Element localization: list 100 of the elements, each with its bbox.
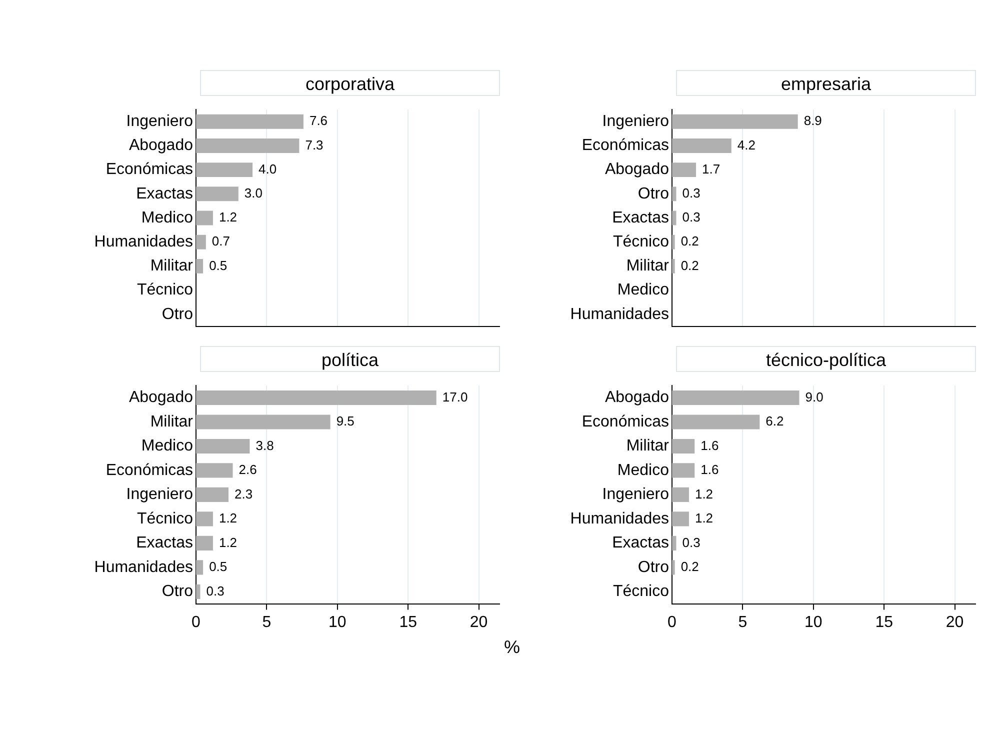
- y-tick-label: Otro: [638, 185, 670, 202]
- data-label: 2.3: [234, 486, 253, 502]
- chart-title: política: [200, 346, 500, 372]
- x-tick-label: 20: [946, 614, 964, 631]
- bar: [196, 390, 436, 405]
- data-label: 7.3: [305, 137, 324, 152]
- bar: [196, 186, 238, 202]
- data-label: 0.2: [680, 234, 699, 249]
- data-label: 8.9: [804, 113, 822, 128]
- chart-title: empresaria: [676, 70, 976, 96]
- data-label: 17.0: [442, 389, 468, 404]
- data-label: 1.7: [702, 161, 720, 176]
- y-tick-label: Abogado: [128, 137, 194, 154]
- y-tick-label: Medico: [617, 462, 670, 479]
- bar: [196, 210, 213, 226]
- data-label: 3.8: [256, 438, 274, 453]
- bar: [196, 463, 233, 478]
- bar: [196, 234, 206, 250]
- bar: [196, 560, 204, 575]
- y-tick-label: Medico: [141, 209, 194, 226]
- y-tick-label: Exactas: [136, 185, 193, 202]
- y-tick-label: Medico: [141, 438, 194, 455]
- y-tick-label: Militar: [626, 438, 670, 455]
- data-label: 1.6: [700, 438, 719, 453]
- y-tick-label: Abogado: [604, 161, 670, 178]
- bar: [672, 234, 675, 250]
- data-label: 1.6: [700, 462, 719, 478]
- y-tick-label: Militar: [626, 258, 670, 275]
- y-tick-label: Económicas: [106, 161, 193, 178]
- bar: [196, 512, 213, 526]
- data-label: 1.2: [694, 510, 714, 526]
- y-tick-label: Económicas: [106, 462, 193, 479]
- bar: [196, 438, 250, 454]
- x-tick-label: 0: [192, 614, 201, 631]
- y-tick-label: Exactas: [136, 534, 193, 552]
- data-label: 9.0: [805, 389, 824, 404]
- y-tick-label: Técnico: [136, 510, 194, 528]
- bar: [672, 438, 695, 454]
- bar: [672, 138, 732, 153]
- y-tick-label: Otro: [162, 583, 194, 600]
- bar: [672, 414, 760, 430]
- bar: [672, 114, 798, 129]
- data-label: 1.2: [218, 210, 238, 225]
- bar: [672, 487, 689, 502]
- y-tick-label: Otro: [638, 558, 670, 576]
- bar: [196, 138, 300, 153]
- data-label: 0.3: [682, 534, 700, 550]
- x-tick-label: 20: [470, 614, 488, 631]
- y-tick-label: Económicas: [582, 137, 669, 154]
- bar: [672, 512, 689, 526]
- bar: [672, 390, 800, 405]
- bar: [672, 258, 675, 274]
- data-label: 6.2: [766, 414, 784, 429]
- y-tick-label: Económicas: [582, 413, 669, 430]
- data-label: 0.7: [212, 234, 230, 249]
- x-tick-label: 5: [738, 614, 748, 631]
- y-tick-label: Exactas: [612, 209, 669, 226]
- bar: [196, 536, 213, 550]
- data-label: 0.5: [209, 258, 228, 273]
- bar: [196, 114, 304, 129]
- y-tick-label: Técnico: [612, 583, 670, 600]
- data-label: 0.5: [209, 559, 228, 574]
- bar: [672, 210, 676, 226]
- data-label: 1.2: [694, 486, 714, 502]
- y-tick-label: Ingeniero: [602, 113, 670, 130]
- y-tick-label: Humanidades: [94, 233, 193, 250]
- data-label: 2.6: [238, 462, 257, 478]
- data-label: 0.2: [680, 559, 699, 574]
- y-tick-label: Ingeniero: [126, 113, 194, 130]
- data-label: 4.0: [258, 161, 277, 176]
- bar: [672, 162, 696, 178]
- x-tick-label: 10: [804, 614, 822, 631]
- y-tick-label: Humanidades: [570, 306, 669, 323]
- y-tick-label: Abogado: [128, 389, 194, 406]
- data-label: 0.3: [682, 185, 700, 200]
- bar: [672, 536, 676, 550]
- x-tick-label: 10: [328, 614, 346, 631]
- y-tick-label: Abogado: [604, 389, 670, 406]
- y-tick-label: Militar: [150, 413, 194, 430]
- bar: [672, 186, 676, 202]
- y-tick-label: Militar: [150, 258, 194, 275]
- bar: [196, 162, 253, 178]
- y-tick-label: Humanidades: [94, 558, 193, 576]
- data-label: 0.3: [682, 210, 700, 225]
- y-tick-label: Humanidades: [570, 510, 669, 528]
- y-tick-label: Medico: [617, 282, 670, 299]
- bar: [672, 463, 695, 478]
- data-label: 4.2: [737, 137, 756, 152]
- y-tick-label: Técnico: [612, 233, 670, 250]
- bar: [196, 487, 229, 502]
- data-label: 0.2: [680, 258, 699, 273]
- y-tick-label: Otro: [162, 306, 194, 323]
- data-label: 7.6: [309, 113, 328, 128]
- y-tick-label: Técnico: [136, 282, 194, 299]
- x-tick-label: 15: [875, 614, 894, 631]
- y-tick-label: Ingeniero: [126, 486, 194, 504]
- bar: [196, 258, 204, 274]
- x-tick-label: 0: [668, 614, 677, 631]
- data-label: 1.2: [218, 510, 238, 526]
- chart-title: corporativa: [200, 70, 500, 96]
